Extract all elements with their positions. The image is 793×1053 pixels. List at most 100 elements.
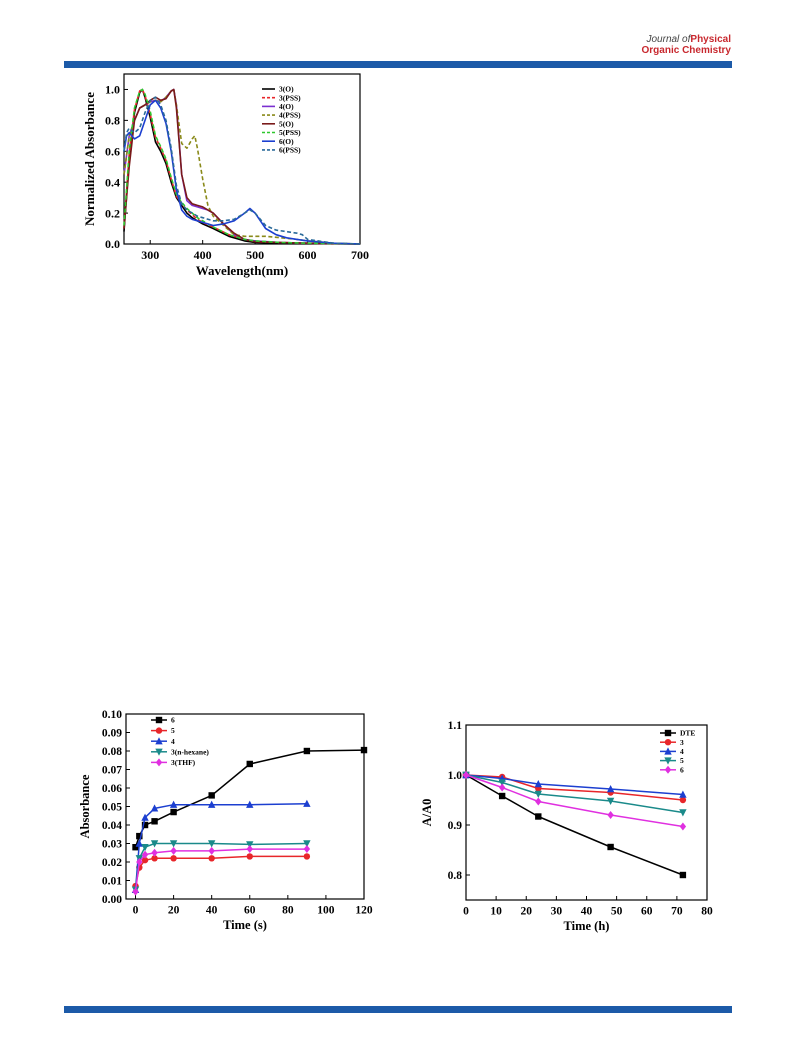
series-line xyxy=(123,88,361,245)
data-point xyxy=(679,790,687,798)
legend-label: 5(PSS) xyxy=(279,128,301,137)
absorbance-vs-time-chart: 0 20 40 60 80 100 120 0.00 0.01 0.02 0.03 0.04 0.05 0… xyxy=(78,709,373,932)
data-point xyxy=(679,871,687,879)
series-3(THF) xyxy=(132,845,311,896)
series-3(O) xyxy=(123,88,361,245)
journal-prefix: Journal of xyxy=(646,34,691,45)
legend-marker xyxy=(664,739,672,746)
data-point xyxy=(170,855,177,862)
x-tick-label: 0 xyxy=(463,906,469,918)
x-tick-label: 80 xyxy=(701,906,713,918)
series-line xyxy=(123,88,361,245)
y-tick-label: 0.0 xyxy=(105,237,120,251)
data-point xyxy=(150,804,159,812)
data-point xyxy=(246,853,253,860)
x-tick-label: 600 xyxy=(299,248,317,262)
data-point xyxy=(606,797,615,805)
journal-logo-line2: Organic Chemistry xyxy=(641,45,731,56)
legend-label: 3 xyxy=(680,738,684,747)
y-tick-label: 0.8 xyxy=(448,870,463,882)
data-point xyxy=(679,822,687,831)
series-line xyxy=(465,774,683,796)
series-line xyxy=(465,774,684,828)
y-tick-label: 0.10 xyxy=(102,709,122,721)
legend-label: 6 xyxy=(171,716,175,725)
y-tick-label: 0.01 xyxy=(102,876,122,888)
legend-label: 3(PSS) xyxy=(279,93,301,102)
series-3(n-hexane) xyxy=(131,840,311,894)
data-point xyxy=(303,853,311,860)
legend-label: 5 xyxy=(171,726,175,735)
fatigue-resistance-chart: 0 10 20 30 40 50 60 70 80 0.8 0.9 1.0 1.1 Time (h) A/A… xyxy=(420,720,713,933)
data-point xyxy=(303,799,311,807)
data-point xyxy=(535,797,542,806)
data-point xyxy=(498,779,506,787)
legend-marker xyxy=(664,747,672,755)
data-point xyxy=(606,785,615,793)
series-line xyxy=(123,88,361,245)
top-rule xyxy=(64,61,732,68)
data-point xyxy=(136,858,143,866)
x-axis-label: Wavelength(nm) xyxy=(196,263,288,278)
data-point xyxy=(498,783,506,792)
legend-marker xyxy=(155,758,163,767)
series-3(PSS) xyxy=(123,88,361,245)
legend-marker xyxy=(155,716,163,724)
x-tick-label: 10 xyxy=(490,906,502,918)
data-point xyxy=(679,809,687,817)
data-point xyxy=(132,844,139,851)
data-point xyxy=(141,850,149,859)
data-point xyxy=(207,840,216,848)
series-line xyxy=(123,99,361,245)
y-tick-label: 0.05 xyxy=(102,802,122,814)
journal-emph: Physical xyxy=(690,34,731,45)
series-4 xyxy=(462,771,687,798)
legend-label: 5 xyxy=(680,756,684,765)
series-6(O) xyxy=(123,99,361,245)
data-point xyxy=(151,855,158,862)
data-point xyxy=(498,792,506,800)
data-point xyxy=(136,832,143,840)
data-point xyxy=(534,780,542,788)
series-6 xyxy=(132,746,368,851)
legend-marker xyxy=(155,727,163,734)
plot-group: 300 400 500 600 700 0.0 0.2 0.4 0.6 0.8 1.0 Wavelen… xyxy=(82,73,369,278)
series-6 xyxy=(462,771,687,831)
data-point xyxy=(141,821,149,829)
x-tick-label: 700 xyxy=(351,248,369,262)
data-point xyxy=(679,796,687,804)
series-line xyxy=(123,96,361,245)
data-point xyxy=(169,840,178,848)
data-point xyxy=(150,840,159,848)
x-axis-label: Time (s) xyxy=(223,918,267,932)
legend-label: 6(O) xyxy=(279,137,294,146)
legend-label: 4 xyxy=(171,737,175,746)
legend-label: 6 xyxy=(680,765,684,774)
y-tick-label: 0.4 xyxy=(105,175,120,189)
data-point xyxy=(246,841,254,849)
y-tick-label: 0.08 xyxy=(102,746,122,758)
y-axis-label: Normalized Absorbance xyxy=(82,92,97,226)
journal-logo: Journal ofPhysical Organic Chemistry xyxy=(642,34,731,56)
series-4(O) xyxy=(123,88,361,245)
y-axis-label: Absorbance xyxy=(78,774,92,838)
legend-marker xyxy=(664,729,672,737)
x-tick-label: 20 xyxy=(168,905,180,917)
data-point xyxy=(303,747,311,755)
legend-marker xyxy=(155,748,163,756)
y-axis-label: A/A0 xyxy=(420,799,434,827)
data-point xyxy=(534,790,542,798)
y-tick-label: 0.03 xyxy=(102,839,122,851)
y-tick-label: 0.06 xyxy=(102,783,122,795)
data-point xyxy=(462,771,470,779)
data-point xyxy=(135,839,144,847)
x-tick-label: 60 xyxy=(244,905,256,917)
legend-label: 3(n-hexane) xyxy=(171,747,209,756)
y-tick-label: 1.0 xyxy=(105,83,120,97)
x-tick-label: 80 xyxy=(282,905,294,917)
x-tick-label: 20 xyxy=(521,906,533,918)
plot-frame xyxy=(123,73,361,245)
data-point xyxy=(141,844,149,852)
plot-group: 0 10 20 30 40 50 60 70 80 0.8 0.9 1.0 1.1 Time (h) A/A… xyxy=(420,720,713,933)
x-tick-label: 120 xyxy=(355,905,373,917)
